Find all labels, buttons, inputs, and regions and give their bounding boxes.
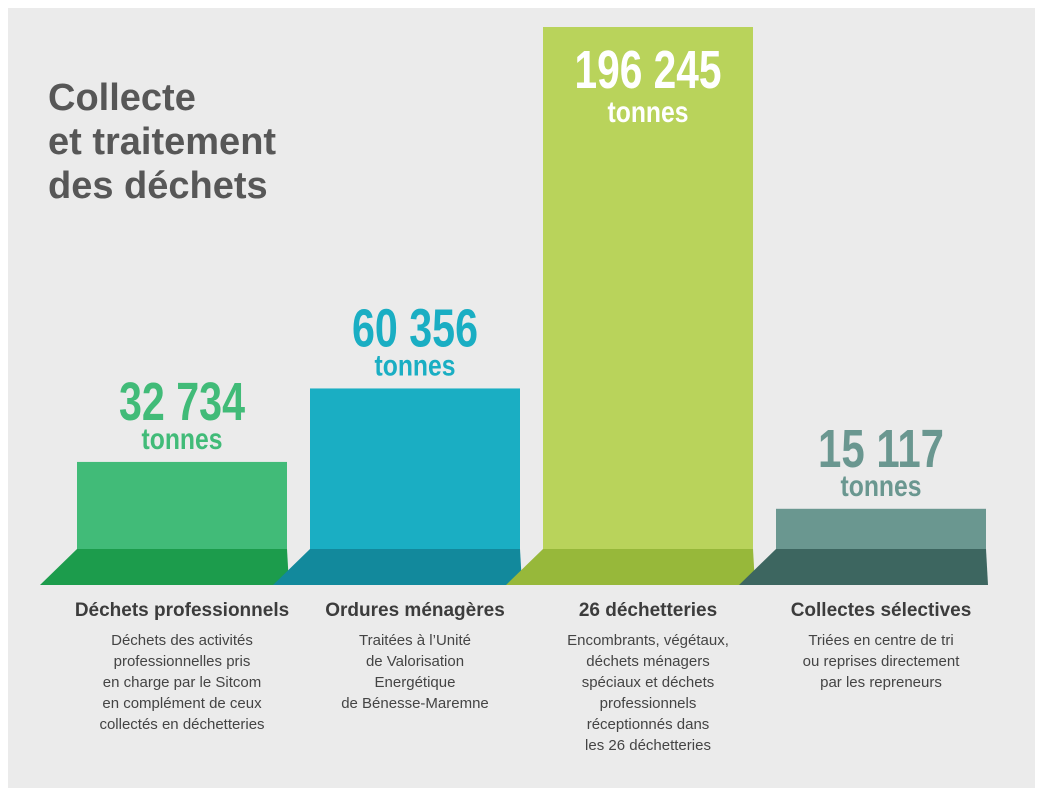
category-description: professionnelles pris: [113, 653, 251, 670]
bar-floor: [40, 549, 289, 585]
chart-title: Collecte: [48, 77, 196, 119]
category-description: Déchets des activités: [111, 632, 253, 649]
category-description: déchets ménagers: [586, 653, 710, 670]
category-caption: 26 déchetteries Encombrants, végétaux, déc…: [533, 598, 763, 756]
category-description: de Valorisation: [365, 653, 465, 670]
bar-floor: [506, 549, 755, 585]
category-description: réceptionnés dans: [586, 716, 710, 733]
category-label: 26 déchetteries: [578, 600, 718, 621]
category-description: Encombrants, végétaux,: [567, 632, 729, 649]
bar-floor: [739, 549, 988, 585]
category-label: Collectes sélectives: [790, 600, 972, 621]
category-label: Ordures ménagères: [325, 600, 505, 621]
category-description: Traitées à l’Unité: [359, 632, 471, 649]
unit-label: tonnes: [375, 349, 456, 382]
category-description: Triées en centre de tri: [808, 632, 954, 649]
chart-title: des déchets: [48, 165, 268, 207]
category-label: Déchets professionnels: [74, 600, 290, 621]
category-description: collectés en déchetteries: [99, 716, 265, 733]
value-label: 32 734: [119, 372, 245, 432]
category-description: par les repreneurs: [820, 674, 942, 691]
category-description: les 26 déchetteries: [585, 737, 711, 754]
category-description: Energétique: [374, 674, 456, 691]
category-caption: Déchets professionnels Déchets des activi…: [67, 598, 297, 735]
unit-label: tonnes: [608, 96, 689, 129]
category-description: spéciaux et déchets: [581, 674, 715, 691]
unit-label: tonnes: [142, 423, 223, 456]
category-description: ou reprises directement: [802, 653, 960, 670]
unit-label: tonnes: [841, 470, 922, 503]
value-label: 60 356: [352, 298, 478, 358]
category-caption: Ordures ménagères Traitées à l’Unité de Va…: [300, 598, 530, 714]
category-caption: Collectes sélectives Triées en centre de …: [766, 598, 996, 693]
value-label: 196 245: [575, 40, 722, 100]
bar: [776, 508, 986, 549]
category-description: en complément de ceux: [102, 695, 262, 712]
bar-floor: [273, 549, 522, 585]
panel: [8, 8, 1035, 788]
bar: [543, 27, 753, 549]
category-description: en charge par le Sitcom: [102, 674, 262, 691]
bar: [77, 461, 287, 549]
category-description: de Bénesse-Maremne: [341, 695, 489, 712]
category-description: professionnels: [599, 695, 697, 712]
chart-title: et traitement: [48, 121, 276, 163]
bar: [310, 388, 520, 549]
value-label: 15 117: [818, 419, 944, 479]
